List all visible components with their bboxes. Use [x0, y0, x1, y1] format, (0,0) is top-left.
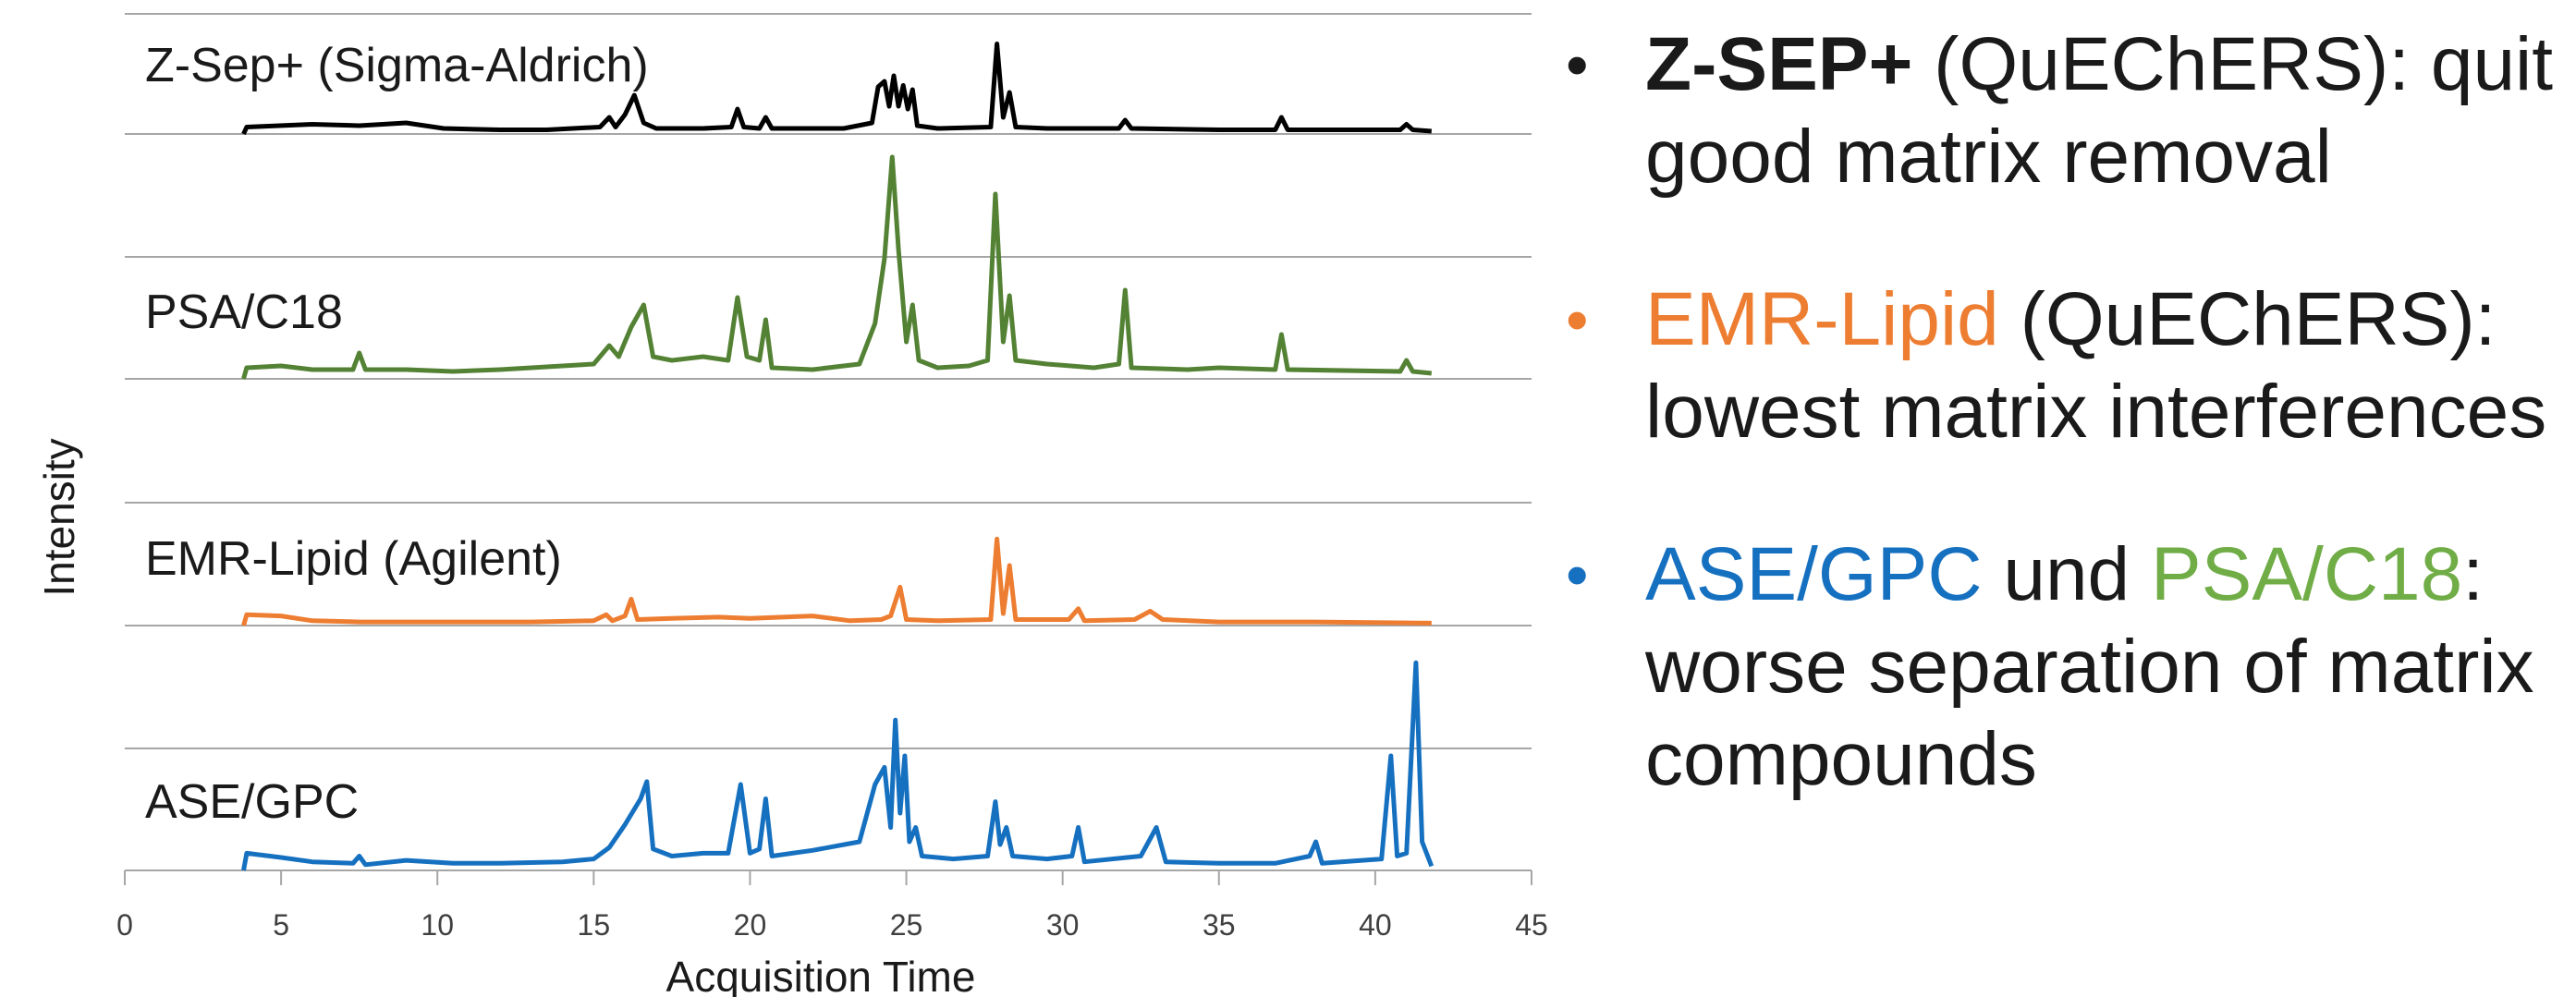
series-line-3	[244, 663, 1432, 870]
series-line-1	[244, 157, 1432, 379]
x-tick-label-8: 40	[1359, 908, 1392, 942]
x-tick-label-9: 45	[1515, 908, 1548, 942]
bullet-zsep-bold: Z-SEP+	[1645, 22, 1912, 106]
x-tick-label-6: 30	[1046, 908, 1080, 942]
series-label-2: EMR-Lipid (Agilent)	[145, 532, 562, 586]
bullet-dot-ase: •	[1566, 529, 1589, 621]
x-tick-label-2: 10	[421, 908, 454, 942]
series-label-1: PSA/C18	[145, 286, 343, 339]
chromatogram-chart: 0 5 10 15 20 25 30 35 40 45 Acquisition Time Intens…	[0, 0, 1553, 997]
series-label-3: ASE/GPC	[145, 775, 359, 829]
bullet-ase: • ASE/GPC und PSA/C18: worse separation …	[1553, 529, 2570, 806]
bullet-dot-emr: •	[1566, 274, 1589, 366]
x-tick-label-5: 25	[890, 908, 923, 942]
x-tick-label-7: 35	[1203, 908, 1236, 942]
bullet-psa-colored: PSA/C18	[2151, 532, 2462, 616]
bullet-ase-colored: ASE/GPC	[1645, 532, 1983, 616]
x-axis-label: Acquisition Time	[666, 953, 976, 997]
bullet-zsep: • Z-SEP+ (QuEChERS): quit good matrix re…	[1553, 18, 2570, 203]
bullet-emr: • EMR-Lipid (QuEChERS): lowest matrix in…	[1553, 274, 2570, 458]
x-tick-label-4: 20	[734, 908, 767, 942]
x-tick-label-1: 5	[273, 908, 289, 942]
bullet-emr-colored: EMR-Lipid	[1645, 277, 1999, 361]
bullet-dot-zsep: •	[1566, 18, 1589, 111]
x-tick-label-3: 15	[578, 908, 611, 942]
series-label-0: Z-Sep+ (Sigma-Aldrich)	[145, 39, 649, 92]
x-tick-label-0: 0	[116, 908, 133, 942]
bullet-list: • Z-SEP+ (QuEChERS): quit good matrix re…	[1553, 18, 2570, 876]
y-axis-label: Intensity	[35, 438, 83, 596]
bullet-ase-mid: und	[1983, 532, 2151, 616]
